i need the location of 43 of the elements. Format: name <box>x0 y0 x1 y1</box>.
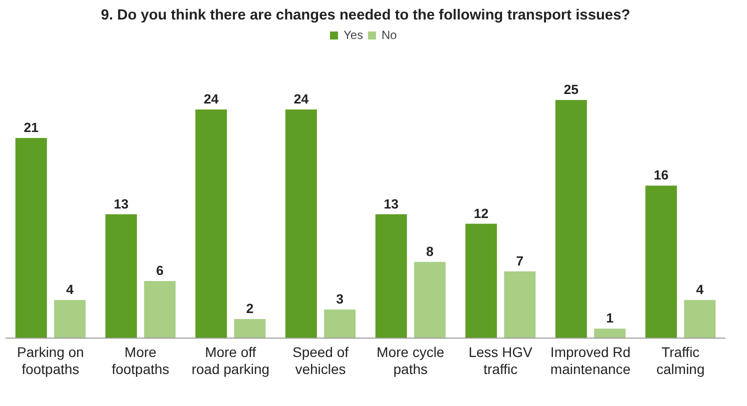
data-label: 1 <box>606 310 614 326</box>
bar <box>15 138 47 338</box>
x-tick-label: Parking on footpaths <box>17 344 84 378</box>
x-tick-label: More off road parking <box>192 344 270 378</box>
bar <box>465 224 497 338</box>
x-tick-label: Less HGV traffic <box>468 344 534 378</box>
legend-label: No <box>382 28 398 42</box>
data-label: 4 <box>66 282 74 297</box>
data-label: 3 <box>336 292 344 307</box>
bar <box>144 280 176 338</box>
data-label: 6 <box>156 262 164 278</box>
legend-label: Yes <box>344 28 364 42</box>
data-label: 24 <box>204 91 220 106</box>
data-label: 13 <box>384 196 399 212</box>
bar <box>324 310 356 338</box>
x-tick-label: More footpaths <box>112 344 170 378</box>
bar <box>285 109 317 338</box>
data-label: 24 <box>294 91 310 106</box>
x-tick-label: More cycle paths <box>376 344 445 378</box>
bar <box>105 214 137 338</box>
bar <box>234 319 266 338</box>
bar <box>594 328 626 338</box>
bar <box>195 109 227 338</box>
data-label: 8 <box>426 244 434 259</box>
x-tick-label: Traffic calming <box>656 344 705 378</box>
bar <box>414 262 446 338</box>
data-label: 13 <box>114 196 129 212</box>
data-label: 21 <box>24 120 40 136</box>
data-label: 25 <box>564 82 580 97</box>
chart-title: 9. Do you think there are changes needed to the following transport issues? <box>100 8 630 24</box>
data-label: 2 <box>246 301 254 316</box>
data-label: 16 <box>654 168 669 183</box>
x-tick-label: Improved Rd maintenance <box>550 344 631 378</box>
data-label: 12 <box>474 206 489 221</box>
x-tick-label: Speed of vehicles <box>292 344 349 378</box>
bar <box>645 186 677 338</box>
data-label: 4 <box>696 282 704 297</box>
bar <box>504 271 536 338</box>
data-label: 7 <box>516 253 524 268</box>
bar <box>555 100 587 338</box>
bar <box>54 300 86 338</box>
bar <box>375 214 407 338</box>
bar <box>684 300 716 338</box>
